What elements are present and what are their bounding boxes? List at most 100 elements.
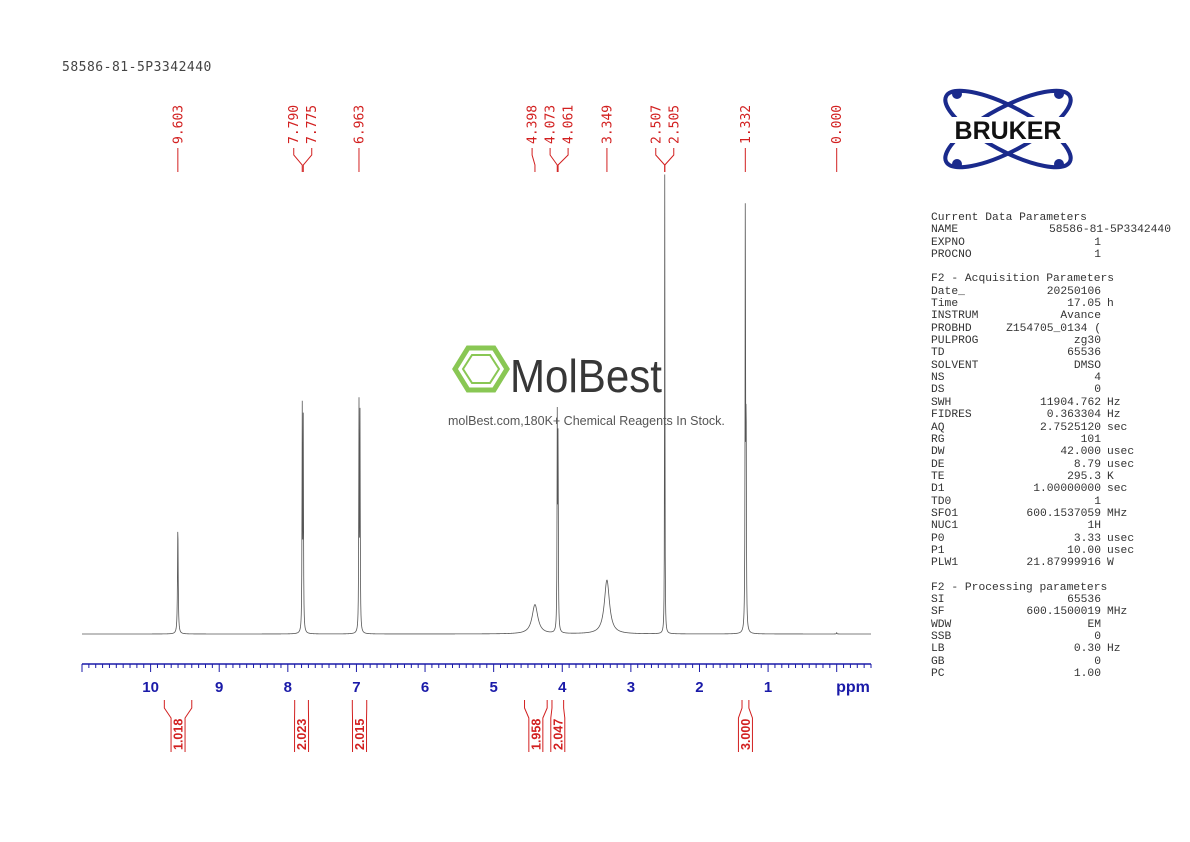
param-name: PROCNO — [931, 249, 972, 262]
param-name: Date_ — [931, 285, 965, 298]
peak-label: 7.775 — [305, 105, 320, 144]
param-name: TE — [931, 470, 945, 483]
param-value: 0.363304 — [1046, 409, 1101, 422]
x-tick-label: 6 — [421, 679, 429, 696]
integral-region: 2.047 — [550, 700, 565, 752]
param-value: 600.1537059 — [1026, 507, 1101, 520]
param-name: GB — [931, 655, 945, 668]
x-tick-label: 2 — [695, 679, 703, 696]
param-row: LB 0.30 Hz — [931, 643, 1177, 655]
param-row: TD0 1 — [931, 496, 1177, 508]
param-unit — [1101, 496, 1107, 508]
param-unit — [1101, 520, 1107, 532]
peak-label: 9.603 — [171, 105, 186, 144]
param-name: TD0 — [931, 495, 952, 508]
param-name: DW — [931, 446, 945, 459]
param-name: PULPROG — [931, 335, 979, 348]
param-unit: W — [1107, 557, 1114, 570]
param-value: 4 — [1094, 372, 1101, 385]
param-unit — [1171, 224, 1177, 236]
peak-label: 0.000 — [830, 105, 845, 144]
param-row: SF 600.1500019 MHz — [931, 606, 1177, 618]
integrals: 1.018 2.023 2.015 1.958 2.047 3.000 — [163, 700, 753, 752]
integral-region: 1.958 — [524, 700, 548, 752]
param-value: 21.87999916 — [1026, 557, 1101, 570]
peak-label: 2.505 — [667, 105, 682, 144]
param-row: NAME 58586-81-5P3342440 — [931, 224, 1177, 236]
param-unit — [1101, 594, 1107, 606]
x-axis: 10 9 8 7 6 5 4 3 2 1 — [81, 663, 872, 696]
param-value: 1 — [1094, 236, 1101, 249]
param-unit: sec — [1107, 483, 1128, 496]
param-unit — [1101, 335, 1107, 347]
integral-region: 2.023 — [294, 700, 310, 752]
param-value: 0 — [1094, 655, 1101, 668]
param-row: EXPNO 1 — [931, 237, 1177, 249]
param-unit: Hz — [1107, 643, 1121, 656]
param-value: 65536 — [1067, 347, 1101, 360]
param-name: FIDRES — [931, 409, 972, 422]
x-tick-label: 3 — [627, 679, 635, 696]
param-name: SSB — [931, 631, 952, 643]
param-name: DE — [931, 458, 945, 471]
param-name: PLW1 — [931, 557, 959, 570]
param-value: 0.30 — [1073, 643, 1101, 656]
param-value: 3.33 — [1073, 532, 1101, 545]
param-value: 295.3 — [1067, 470, 1101, 483]
param-unit: MHz — [1107, 606, 1128, 619]
param-unit: usec — [1107, 544, 1135, 557]
param-unit: sec — [1107, 421, 1128, 434]
param-value: 0 — [1094, 631, 1101, 643]
peak-leader-line — [531, 148, 536, 172]
integral-bracket — [748, 700, 753, 752]
peak-label: 6.963 — [352, 105, 367, 144]
param-row: SFO1 600.1537059 MHz — [931, 508, 1177, 520]
x-tick-label: 10 — [142, 679, 159, 696]
param-value: 42.000 — [1060, 446, 1101, 459]
param-row: DW 42.000 usec — [931, 446, 1177, 458]
param-unit — [1101, 434, 1107, 446]
param-name: NAME — [931, 224, 959, 237]
param-value: 101 — [1080, 433, 1101, 446]
param-row: WDW EM — [931, 619, 1177, 631]
param-name: P1 — [931, 544, 945, 557]
integral-bracket — [542, 700, 548, 752]
integral-value: 2.047 — [551, 719, 565, 750]
params-section-acquisition: F2 - Acquisition Parameters Date_ 20250106… — [931, 273, 1177, 569]
integral-bracket — [524, 700, 530, 752]
x-tick-label: 4 — [558, 679, 567, 696]
param-row: DS 0 — [931, 384, 1177, 396]
param-row: NS 4 — [931, 372, 1177, 384]
param-unit — [1101, 656, 1107, 668]
params-heading: Current Data Parameters — [931, 212, 1087, 224]
param-unit: MHz — [1107, 507, 1128, 520]
integral-value: 3.000 — [739, 719, 753, 750]
peak-leader-line — [557, 148, 569, 172]
param-unit — [1101, 631, 1107, 643]
integral-region: 1.018 — [163, 700, 193, 752]
param-unit: usec — [1107, 458, 1135, 471]
param-value: DMSO — [1073, 359, 1101, 372]
x-tick-label: 7 — [352, 679, 360, 696]
acquisition-parameters-panel: Current Data Parameters NAME 58586-81-5P33… — [931, 212, 1177, 680]
param-name: SF — [931, 606, 945, 619]
molbest-brand: MolBest — [510, 350, 662, 402]
param-value: 1H — [1087, 520, 1101, 533]
param-name: LB — [931, 643, 945, 656]
param-row: D1 1.00000000 sec — [931, 483, 1177, 495]
param-name: RG — [931, 433, 945, 446]
integral-bracket — [550, 700, 553, 752]
param-value: EM — [1087, 618, 1101, 631]
integral-value: 2.015 — [353, 719, 367, 750]
param-value: 1 — [1094, 495, 1101, 508]
param-name: P0 — [931, 532, 945, 545]
param-name: TD — [931, 347, 945, 360]
param-row: PLW1 21.87999916 W — [931, 557, 1177, 569]
param-row: DE 8.79 usec — [931, 459, 1177, 471]
peak-leader-line — [302, 148, 313, 172]
param-value: 8.79 — [1073, 458, 1101, 471]
bruker-logo: BRUKER — [924, 88, 1092, 170]
param-row: TD 65536 — [931, 347, 1177, 359]
bruker-logo-text: BRUKER — [955, 117, 1062, 145]
